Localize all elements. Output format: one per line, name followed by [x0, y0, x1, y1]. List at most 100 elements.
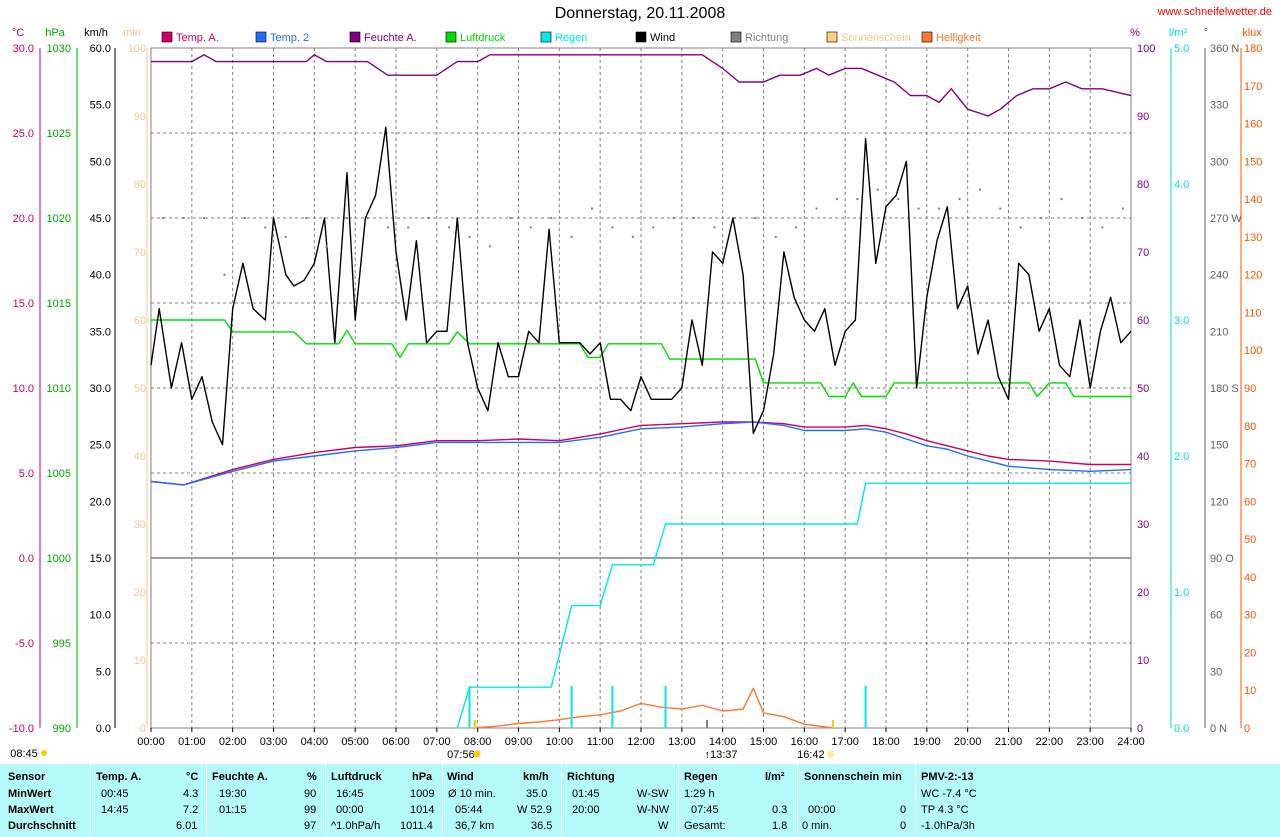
direction-point [488, 245, 491, 248]
light-tick-label: 90 [1244, 383, 1256, 395]
direction-tick-label: 60 [1210, 610, 1222, 622]
cell: 1011.4 [400, 820, 433, 832]
wind-tick-label: 60.0 [90, 43, 111, 55]
header-direction: Richtung [567, 771, 615, 783]
pressure-tick-label: 1000 [47, 553, 71, 565]
sun-tick-label: 0 [140, 723, 146, 735]
temp-tick-label: -5.0 [15, 638, 34, 650]
direction-point [733, 217, 736, 219]
x-tick-label: 16:00 [791, 736, 819, 748]
x-tick-label: 08:00 [464, 736, 492, 748]
wind-tick-label: 50.0 [90, 156, 111, 168]
humidity-tick-label: 60 [1137, 315, 1149, 327]
light-tick-label: 110 [1244, 307, 1262, 319]
light-unit-label: klux [1242, 27, 1262, 39]
direction-point [672, 217, 675, 219]
direction-tick-label: 180 S [1210, 383, 1239, 395]
direction-point [162, 217, 165, 219]
temp-unit-label: °C [12, 27, 24, 39]
wind-tick-label: 55.0 [90, 100, 111, 112]
legend-swatch [540, 31, 552, 43]
cell: Gesamt: [684, 820, 726, 832]
direction-tick-label: 300 [1210, 156, 1228, 168]
direction-point [836, 198, 838, 201]
table-row-avg: Durchschnitt 6.01 97 ^1.0hPa/h 1011.4 36… [0, 820, 1280, 836]
table-row-max: MaxWert 14:45 7.2 01:15 99 00:00 1014 05… [0, 804, 1280, 820]
cell: 36.5 [531, 820, 553, 832]
x-tick-label: 06:00 [382, 736, 410, 748]
cell: W-NW [637, 804, 670, 816]
direction-point [1101, 226, 1104, 229]
x-axis: 00:00 01:00 02:00 03:00 04:00 05:00 06:00 07:00… [137, 728, 1145, 748]
table-row-min: MinWert 00:45 4.3 19:30 90 16:45 1009 Ø … [0, 788, 1280, 804]
light-tick-label: 20 [1244, 647, 1256, 659]
legend: Temp. A. Temp. 2 Feuchte A. Luftdruck Regen W… [161, 31, 981, 44]
sunset-icon [827, 750, 835, 758]
legend-label: Temp. 2 [270, 32, 309, 44]
direction-point [611, 226, 614, 229]
temp-tick-label: 0.0 [19, 553, 34, 565]
wind-tick-label: 20.0 [90, 496, 111, 508]
cell: -1.0hPa/3h [921, 820, 975, 832]
humidity-tick-label: 70 [1137, 247, 1149, 259]
x-tick-label: 18:00 [872, 736, 900, 748]
direction-point [325, 245, 328, 248]
direction-point [693, 217, 696, 219]
pressure-tick-label: 1025 [47, 128, 71, 140]
left-axes: 30.025.020.015.010.05.00.0-5.0-10.0°C103… [9, 27, 148, 735]
cell: 00:00 [336, 804, 364, 816]
light-tick-label: 60 [1244, 496, 1256, 508]
light-tick-label: 70 [1244, 459, 1256, 471]
light-tick-label: 180 [1244, 43, 1262, 55]
cell: 35.0 [526, 788, 548, 800]
direction-point [529, 226, 532, 229]
cell: 16:45 [336, 788, 364, 800]
direction-point [897, 198, 900, 201]
direction-point [386, 226, 389, 229]
light-tick-label: 140 [1244, 194, 1262, 206]
humidity-unit-label: % [1130, 27, 1140, 39]
rain-tick-label: 1.0 [1174, 587, 1189, 599]
legend-label: Helligkeit [936, 32, 981, 44]
humidity-tick-label: 0 [1137, 723, 1143, 735]
wind-tick-label: 5.0 [96, 666, 111, 678]
sun-tick-label: 10 [134, 655, 146, 667]
direction-point [999, 207, 1002, 210]
noon-label: ↑13:37 [704, 749, 737, 761]
temp-tick-label: 5.0 [19, 468, 34, 480]
humidity-tick-label: 100 [1137, 43, 1155, 55]
direction-point [978, 188, 981, 191]
pressure-tick-label: 995 [53, 638, 71, 650]
rain-tick-label: 2.0 [1174, 451, 1189, 463]
site-url-link[interactable]: www.schneifelwetter.de [1157, 6, 1272, 18]
direction-tick-label: 240 [1210, 270, 1228, 282]
wind-tick-label: 45.0 [90, 213, 111, 225]
x-tick-label: 00:00 [137, 736, 165, 748]
direction-point [938, 207, 941, 210]
sun-icon [41, 750, 47, 756]
cell: W-SW [637, 788, 669, 800]
sun-tick-label: 100 [128, 43, 146, 55]
humidity-tick-label: 20 [1137, 587, 1149, 599]
sun-unit-label: min [123, 27, 141, 39]
x-tick-label: 10:00 [546, 736, 574, 748]
light-tick-label: 0 [1244, 723, 1250, 735]
header-pmv: PMV-2:-13 [921, 771, 974, 783]
humidity-tick-label: 40 [1137, 451, 1149, 463]
direction-tick-label: 270 W [1210, 213, 1242, 225]
direction-point [1121, 207, 1124, 210]
legend-label: Richtung [745, 32, 788, 44]
light-tick-label: 100 [1244, 345, 1262, 357]
x-tick-label: 21:00 [995, 736, 1023, 748]
plot-grid [150, 47, 1132, 729]
legend-label: Regen [555, 32, 587, 44]
temp-tick-label: 10.0 [13, 383, 34, 395]
x-tick-label: 22:00 [1036, 736, 1064, 748]
x-tick-label: 04:00 [301, 736, 329, 748]
light-tick-label: 80 [1244, 421, 1256, 433]
chart-title: Donnerstag, 20.11.2008 [554, 5, 726, 22]
direction-tick-label: 210 [1210, 326, 1228, 338]
legend-label: Temp. A. [176, 32, 219, 44]
sun-tick-label: 30 [134, 519, 146, 531]
cell: 00:00 [808, 804, 836, 816]
